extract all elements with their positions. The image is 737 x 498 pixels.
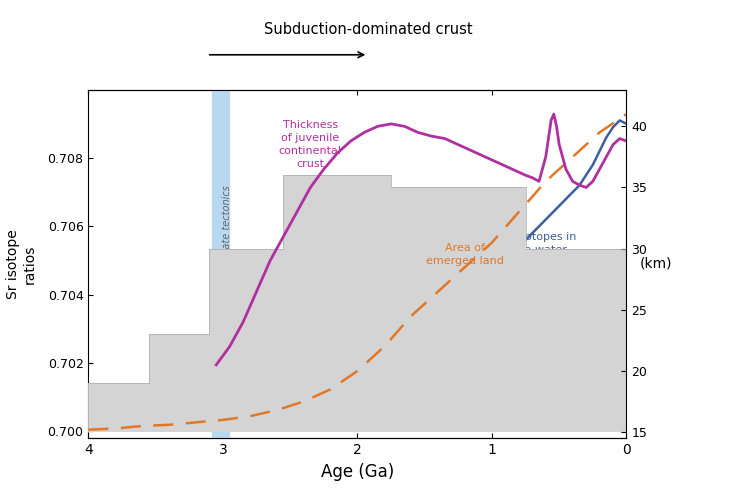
Y-axis label: Sr isotope
ratios: Sr isotope ratios: [7, 229, 36, 299]
Text: A: A: [170, 394, 177, 404]
X-axis label: Age (Ga): Age (Ga): [321, 463, 394, 481]
Text: B: B: [217, 391, 224, 401]
Text: C: C: [250, 380, 256, 390]
Text: upper mantle: upper mantle: [566, 348, 627, 360]
Text: Onset of plate tectonics: Onset of plate tectonics: [222, 185, 231, 302]
Bar: [212, 90, 229, 438]
Y-axis label: (km): (km): [639, 257, 671, 271]
Text: D: D: [255, 377, 263, 387]
Text: Sr isotopes in
sea water: Sr isotopes in sea water: [501, 232, 577, 255]
Text: Subduction-dominated crust: Subduction-dominated crust: [264, 22, 473, 37]
Text: Thickness
of juvenile
continental
crust: Thickness of juvenile continental crust: [279, 120, 342, 169]
Text: Area of
emerged land: Area of emerged land: [426, 243, 504, 266]
